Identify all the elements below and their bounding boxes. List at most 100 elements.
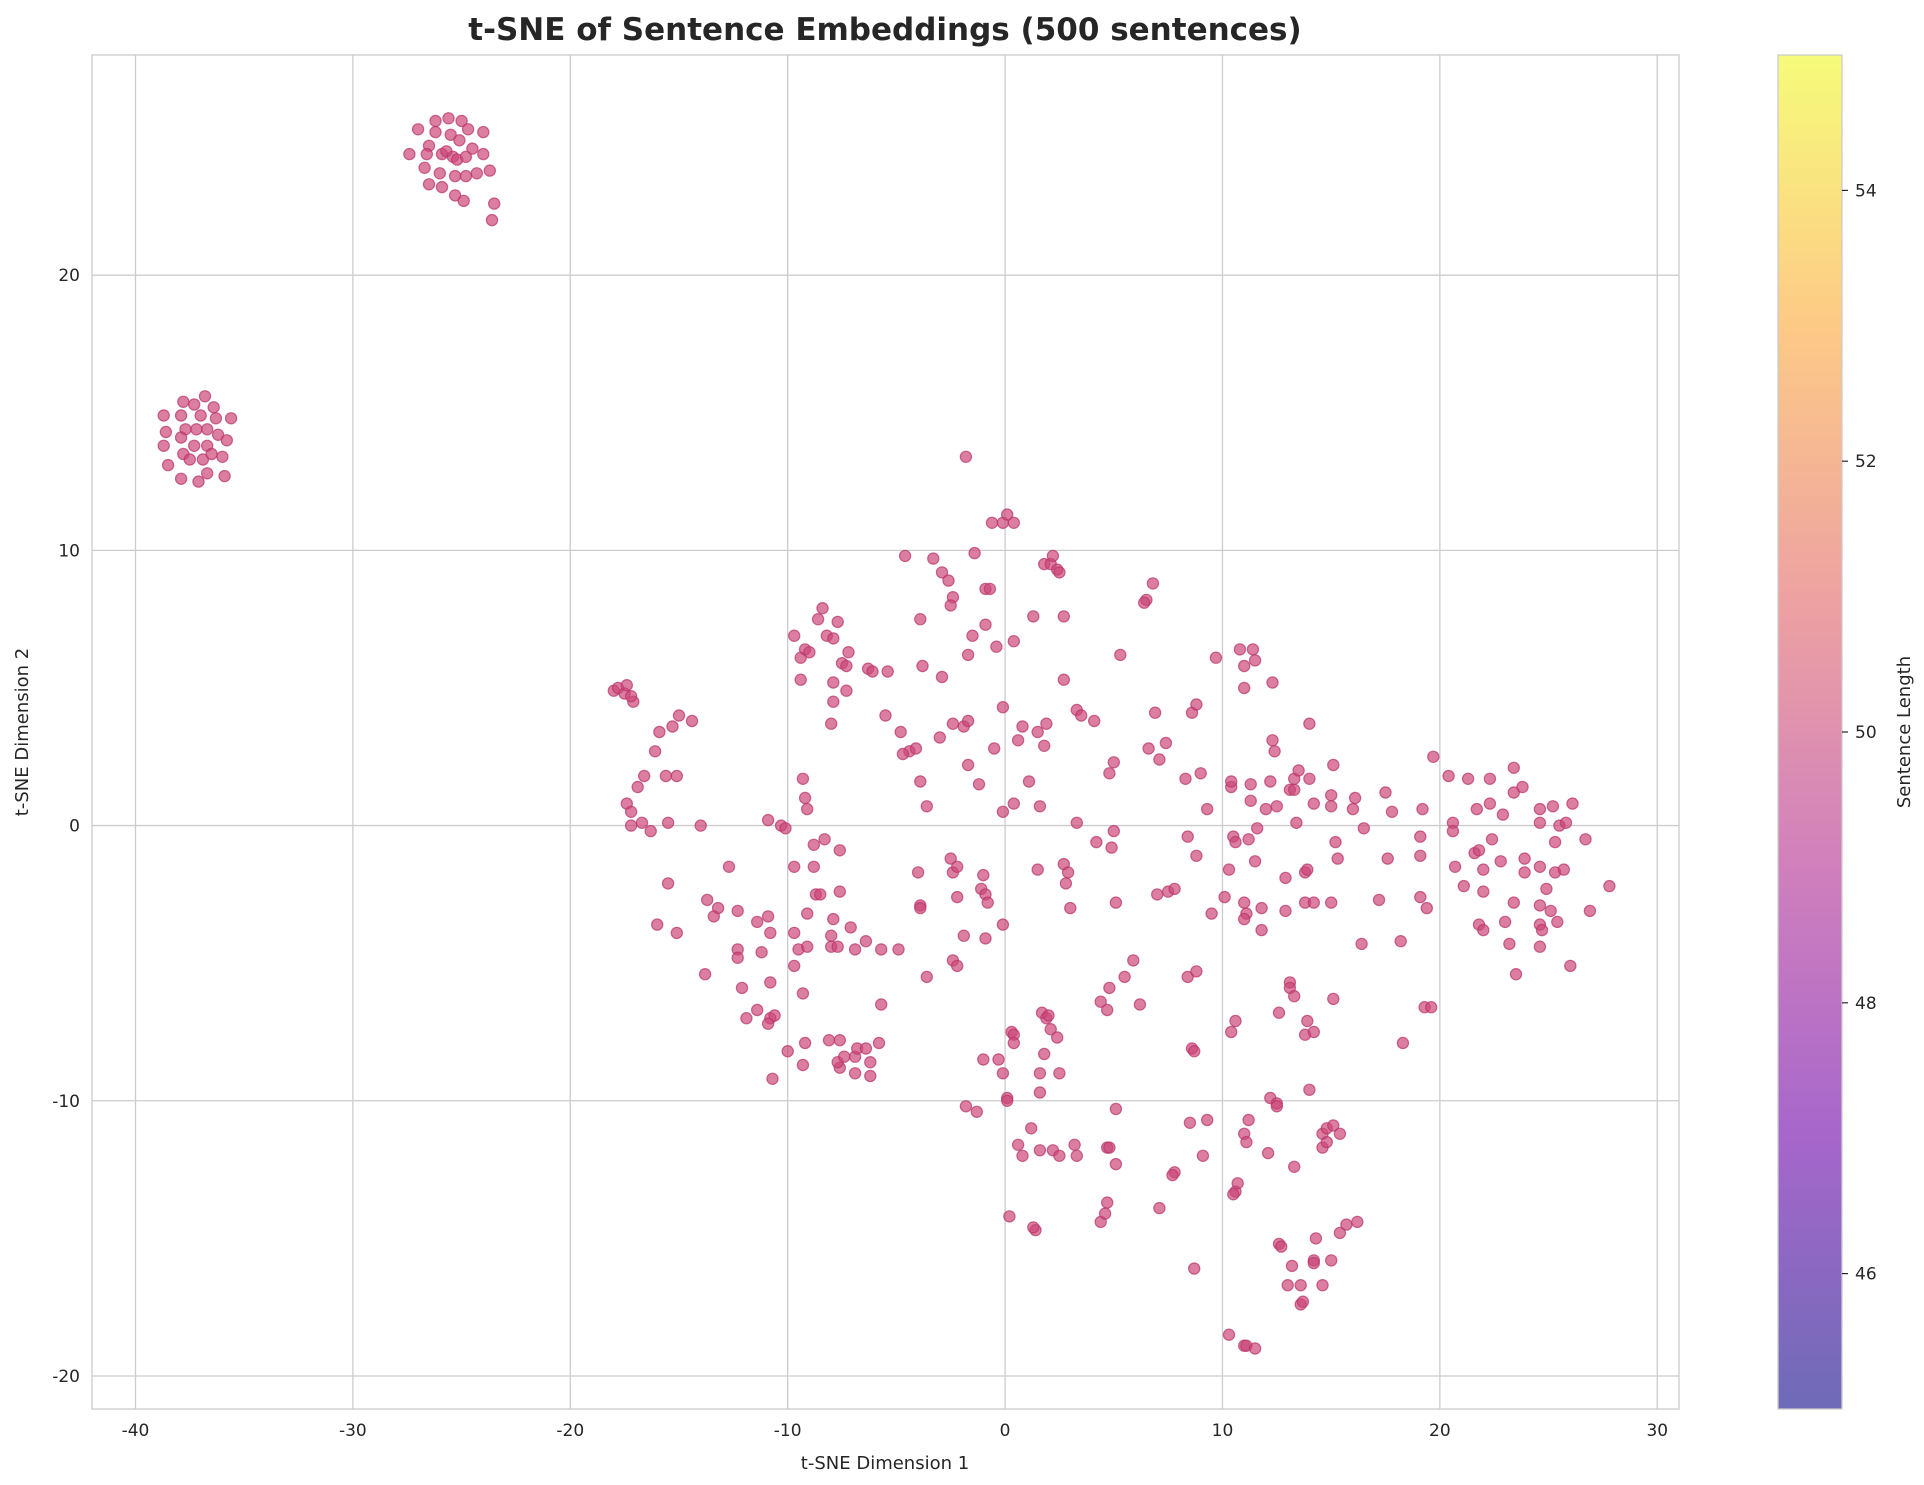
data-point <box>951 860 964 874</box>
data-point <box>970 1105 984 1119</box>
data-point <box>1307 896 1321 909</box>
plot-frame <box>91 54 1680 1410</box>
data-point <box>1416 802 1429 816</box>
data-point <box>1153 1201 1166 1215</box>
data-point <box>1100 1003 1114 1017</box>
data-point <box>1242 833 1255 846</box>
data-point <box>192 475 205 488</box>
data-point <box>946 717 960 730</box>
data-point <box>1200 1113 1214 1127</box>
data-point <box>161 458 175 472</box>
data-point <box>459 169 473 183</box>
data-point <box>1237 896 1251 909</box>
data-point <box>157 409 170 422</box>
data-point <box>1146 577 1160 590</box>
data-point <box>1118 970 1131 984</box>
data-point <box>944 852 957 865</box>
data-point <box>1579 833 1592 846</box>
x-tick-labels: -40 -30 -20 -10 0 10 20 30 <box>122 1421 1668 1441</box>
y-tick-label: 10 <box>58 541 80 561</box>
data-point <box>996 918 1010 931</box>
data-point <box>1183 1116 1197 1130</box>
data-point <box>1446 824 1460 838</box>
data-point <box>1472 844 1486 857</box>
data-point <box>996 805 1010 819</box>
data-point <box>825 929 838 942</box>
data-point <box>190 423 203 436</box>
data-point <box>1070 816 1084 830</box>
data-point <box>961 648 975 662</box>
data-point <box>1024 1122 1038 1135</box>
data-point <box>1231 1177 1244 1190</box>
data-point <box>1603 879 1616 893</box>
data-point <box>911 866 925 879</box>
data-point <box>961 714 975 728</box>
data-point <box>1385 805 1399 819</box>
colorbar-tick-label: 48 <box>1855 994 1877 1014</box>
data-point <box>216 450 229 463</box>
data-point <box>842 646 855 659</box>
data-point <box>1027 1221 1040 1234</box>
data-point <box>1309 1232 1323 1245</box>
data-point <box>768 1009 781 1022</box>
y-axis-label: t-SNE Dimension 2 <box>12 648 33 816</box>
data-point <box>1027 610 1040 623</box>
data-point <box>1244 794 1257 808</box>
data-point <box>1037 1047 1051 1061</box>
data-point <box>1237 681 1251 695</box>
data-point <box>764 976 777 989</box>
colorbar <box>1778 55 1842 1409</box>
data-point <box>875 943 888 956</box>
data-point <box>1379 786 1392 799</box>
data-point <box>1509 968 1523 981</box>
data-point <box>1307 797 1321 810</box>
data-point <box>624 819 638 832</box>
data-point <box>707 910 721 923</box>
data-point <box>1324 896 1338 909</box>
data-point <box>205 447 218 461</box>
data-point <box>1270 1100 1284 1113</box>
data-point <box>1053 1067 1066 1080</box>
y-tick-label: -10 <box>52 1092 80 1112</box>
data-point <box>1237 912 1251 926</box>
data-point <box>761 910 775 923</box>
data-point <box>1546 800 1560 813</box>
data-point <box>1168 882 1181 896</box>
data-point <box>1533 899 1547 912</box>
data-point <box>968 546 981 560</box>
data-point <box>866 665 879 678</box>
data-point <box>985 516 999 530</box>
data-point <box>187 439 201 452</box>
data-point <box>827 912 840 926</box>
data-point <box>1414 830 1427 843</box>
data-point <box>1001 1094 1014 1108</box>
data-point <box>840 684 853 697</box>
data-point <box>1190 965 1203 978</box>
data-point <box>1564 959 1577 973</box>
data-point <box>942 574 955 587</box>
data-point <box>1103 767 1116 780</box>
data-point <box>1301 1014 1314 1028</box>
data-point <box>1442 769 1455 783</box>
data-point <box>935 670 949 684</box>
data-point <box>848 1067 862 1080</box>
data-point <box>1327 758 1340 772</box>
data-point <box>661 877 675 890</box>
data-point <box>781 1044 794 1058</box>
data-point <box>1264 775 1277 788</box>
data-point <box>659 769 673 783</box>
data-point <box>1544 904 1557 918</box>
data-point <box>1294 1278 1307 1292</box>
data-point <box>1187 1044 1201 1058</box>
data-point <box>1279 904 1292 918</box>
data-point <box>1074 709 1088 722</box>
data-point <box>644 824 657 838</box>
data-point <box>981 896 994 909</box>
data-point <box>453 134 466 147</box>
data-point <box>1114 648 1127 662</box>
x-tick-label: -30 <box>339 1421 367 1441</box>
data-point <box>1016 720 1029 733</box>
data-point <box>1551 915 1564 929</box>
data-point <box>1031 725 1044 739</box>
data-point <box>1107 756 1121 769</box>
